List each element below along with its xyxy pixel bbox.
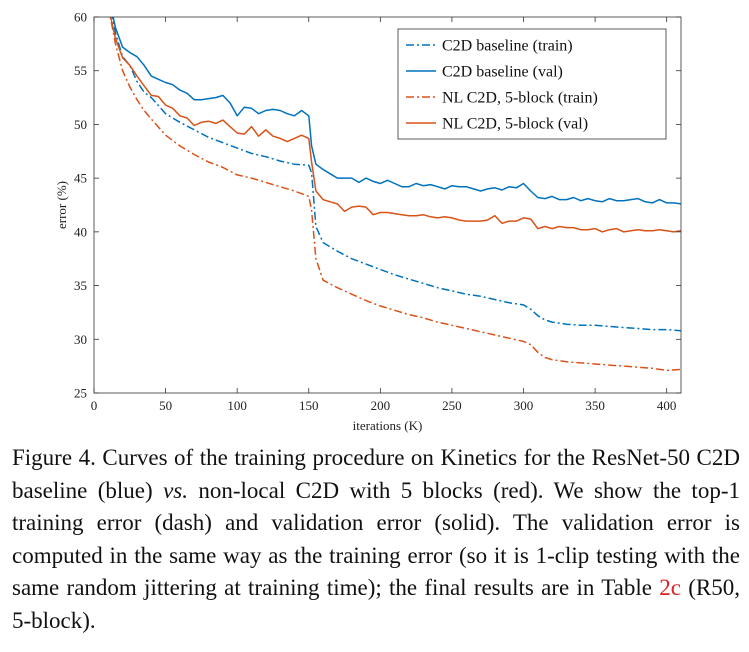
y-tick-label: 45 xyxy=(74,171,87,186)
x-tick-label: 200 xyxy=(371,398,391,413)
legend-label-2: C2D baseline (val) xyxy=(442,64,563,81)
x-tick-label: 350 xyxy=(585,398,605,413)
x-tick-label: 400 xyxy=(657,398,677,413)
legend-label-1: C2D baseline (train) xyxy=(442,38,573,55)
series-line-2 xyxy=(112,17,681,205)
x-tick-label: 150 xyxy=(299,398,319,413)
x-tick-label: 300 xyxy=(514,398,534,413)
caption-text-middle: non-local C2D with 5 blocks (red). We sh… xyxy=(12,477,740,601)
figure-caption: Figure 4. Curves of the training procedu… xyxy=(12,442,740,637)
y-tick-label: 25 xyxy=(74,386,87,401)
table-reference-link[interactable]: 2c xyxy=(659,575,681,600)
x-tick-label: 250 xyxy=(442,398,462,413)
axes-box xyxy=(93,16,682,394)
x-axis-label: iterations (K) xyxy=(353,418,423,433)
x-tick-label: 50 xyxy=(159,398,172,413)
chart: 0 50 100 150 200 250 300 350 400 25 30 35 40 45 50 55 60… xyxy=(54,10,682,433)
y-tick-label: 55 xyxy=(74,63,87,78)
y-tick-label: 35 xyxy=(74,278,87,293)
caption-text-start: Figure 4. Curves of the training procedu… xyxy=(12,445,740,503)
x-tick-label: 0 xyxy=(91,398,98,413)
y-tick-label: 30 xyxy=(74,332,87,347)
caption-vs: vs. xyxy=(163,477,188,503)
y-axis-label: error (%) xyxy=(54,181,69,229)
caption-text-end: (R50, 5-block). xyxy=(12,575,741,633)
y-tick-label: 50 xyxy=(74,117,87,132)
y-tick-label: 40 xyxy=(74,224,87,239)
x-tick-label: 100 xyxy=(227,398,247,413)
series-line-4 xyxy=(109,17,681,233)
legend: C2D baseline (train) C2D baseline (val) NL… xyxy=(397,28,667,140)
legend-label-4: NL C2D, 5-block (val) xyxy=(442,116,588,133)
legend-box xyxy=(397,28,667,140)
y-tick-label: 60 xyxy=(74,10,87,25)
axes: 0 50 100 150 200 250 300 350 400 25 30 35 40 45 50 55 60… xyxy=(54,10,682,433)
legend-label-3: NL C2D, 5-block (train) xyxy=(442,90,598,107)
plot-area xyxy=(109,17,681,372)
series-line-1 xyxy=(111,17,681,332)
